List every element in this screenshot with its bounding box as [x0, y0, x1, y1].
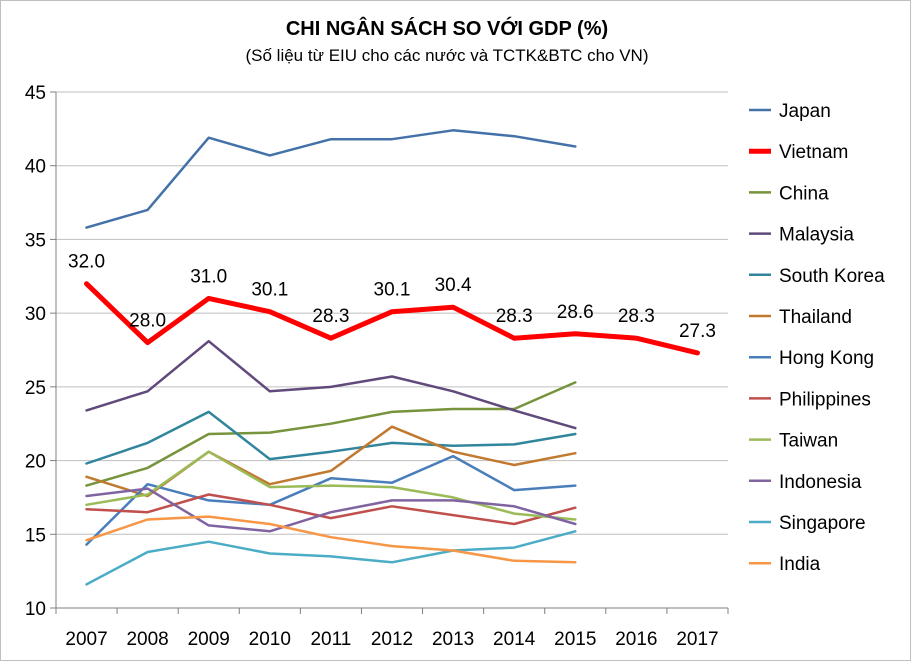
- legend: Japan Vietnam China Malaysia South Korea Thai…: [749, 101, 885, 575]
- series-line-taiwan: [85, 450, 577, 521]
- series-line-indonesia: [85, 487, 577, 533]
- data-label: 27.3: [679, 321, 716, 342]
- data-labels: 32.0 28.0 31.0 30.1 28.3 30.1 30.4 28.3 28.6 28.3…: [68, 252, 716, 342]
- x-tick-label: 2009: [188, 629, 230, 650]
- y-tick-label: 45: [25, 83, 46, 104]
- x-tick-label: 2011: [310, 629, 351, 650]
- series-line-malaysia: [85, 339, 577, 430]
- x-tick-label: 2013: [432, 629, 474, 650]
- y-tick-label: 20: [25, 452, 46, 473]
- x-tick-label: 2008: [126, 629, 168, 650]
- data-label: 28.0: [129, 311, 166, 332]
- x-tick-label: 2014: [493, 629, 536, 650]
- legend-label: Singapore: [779, 513, 866, 534]
- data-label: 28.6: [557, 302, 594, 323]
- series-line-philippines: [85, 493, 577, 526]
- data-label: 31.0: [190, 266, 227, 287]
- legend-label: Indonesia: [779, 472, 862, 493]
- x-tick-label: 2016: [615, 629, 657, 650]
- data-label: 28.3: [618, 306, 655, 327]
- legend-label: Vietnam: [779, 142, 848, 163]
- series-line-vietnam: [84, 281, 700, 356]
- y-tick-label: 10: [25, 599, 46, 620]
- y-tick-label: 25: [25, 378, 46, 399]
- chart-title: CHI NGÂN SÁCH SO VỚI GDP (%): [286, 16, 608, 40]
- x-tick-label: 2010: [249, 629, 291, 650]
- x-tick-label: 2015: [554, 629, 596, 650]
- data-label: 32.0: [68, 252, 105, 273]
- x-tick-label: 2012: [371, 629, 413, 650]
- series-line-japan: [85, 129, 577, 229]
- data-label: 28.3: [312, 306, 349, 327]
- series-line-india: [85, 515, 577, 564]
- y-tick-label: 40: [25, 157, 46, 178]
- legend-label: Philippines: [779, 389, 871, 410]
- grid: [56, 91, 728, 609]
- data-label: 30.1: [251, 280, 288, 301]
- legend-label: Taiwan: [779, 431, 838, 452]
- legend-label: China: [779, 183, 829, 204]
- y-tick-label: 30: [25, 304, 46, 325]
- series-line-hong-kong: [85, 454, 577, 546]
- series-line-singapore: [85, 530, 577, 586]
- legend-label: Japan: [779, 101, 831, 122]
- series-line-china: [85, 381, 577, 487]
- x-tick-label: 2017: [676, 629, 718, 650]
- data-label: 28.3: [496, 306, 533, 327]
- y-tick-label: 35: [25, 230, 46, 251]
- chart-subtitle: (Số liệu từ EIU cho các nước và TCTK&BTC…: [246, 46, 649, 65]
- legend-label: Malaysia: [779, 225, 854, 246]
- axes: 10 15 20 25 30 35 40 45 2007 2008 2009 2010 2011 2012…: [25, 83, 729, 650]
- legend-label: South Korea: [779, 266, 885, 287]
- data-label: 30.4: [435, 275, 472, 296]
- y-tick-label: 15: [25, 525, 46, 546]
- legend-label: India: [779, 554, 821, 575]
- legend-label: Hong Kong: [779, 348, 874, 369]
- data-label: 30.1: [374, 280, 411, 301]
- legend-label: Thailand: [779, 307, 852, 328]
- series-line-south-korea: [85, 410, 577, 465]
- x-tick-label: 2007: [65, 629, 107, 650]
- series-lines: [84, 129, 700, 586]
